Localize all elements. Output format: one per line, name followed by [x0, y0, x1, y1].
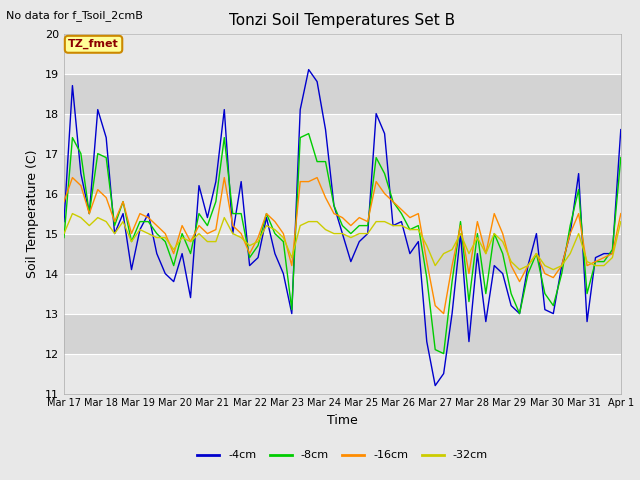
-32cm — [111, 231, 118, 237]
-32cm — [136, 227, 144, 232]
Line: -32cm: -32cm — [64, 214, 621, 270]
-32cm — [583, 259, 591, 264]
-4cm — [617, 127, 625, 132]
-4cm — [127, 267, 135, 273]
Bar — [64, 354, 621, 394]
Bar — [64, 193, 621, 234]
-32cm — [617, 219, 625, 225]
-8cm — [617, 155, 625, 160]
Legend: -4cm, -8cm, -16cm, -32cm: -4cm, -8cm, -16cm, -32cm — [193, 446, 492, 465]
Bar — [64, 154, 621, 193]
-16cm — [617, 211, 625, 216]
-32cm — [60, 231, 68, 237]
-4cm — [102, 135, 110, 141]
-8cm — [583, 291, 591, 297]
-32cm — [490, 231, 498, 237]
Text: TZ_fmet: TZ_fmet — [68, 39, 119, 49]
-16cm — [499, 231, 506, 237]
-16cm — [60, 199, 68, 204]
-16cm — [440, 311, 447, 316]
-16cm — [68, 175, 76, 180]
Bar — [64, 73, 621, 114]
-32cm — [68, 211, 76, 216]
Line: -16cm: -16cm — [64, 178, 621, 313]
-4cm — [322, 127, 330, 132]
Text: No data for f_Tsoil_2cmB: No data for f_Tsoil_2cmB — [6, 10, 143, 21]
-8cm — [60, 235, 68, 240]
Line: -8cm: -8cm — [64, 133, 621, 354]
Title: Tonzi Soil Temperatures Set B: Tonzi Soil Temperatures Set B — [229, 13, 456, 28]
-16cm — [322, 195, 330, 201]
-8cm — [499, 251, 506, 256]
-32cm — [516, 267, 524, 273]
Bar — [64, 274, 621, 313]
-8cm — [102, 155, 110, 160]
-8cm — [127, 239, 135, 244]
-8cm — [440, 351, 447, 357]
-16cm — [296, 179, 304, 184]
-8cm — [288, 307, 296, 312]
-4cm — [499, 271, 506, 276]
-8cm — [322, 159, 330, 165]
Bar — [64, 313, 621, 354]
X-axis label: Time: Time — [327, 414, 358, 427]
-4cm — [305, 67, 312, 72]
-32cm — [322, 227, 330, 232]
-4cm — [431, 383, 439, 388]
Line: -4cm: -4cm — [64, 70, 621, 385]
Bar — [64, 114, 621, 154]
-4cm — [60, 219, 68, 225]
-4cm — [583, 319, 591, 324]
-16cm — [583, 263, 591, 268]
-32cm — [296, 223, 304, 228]
-4cm — [288, 311, 296, 316]
-16cm — [136, 211, 144, 216]
Bar — [64, 34, 621, 73]
-8cm — [305, 131, 312, 136]
Y-axis label: Soil Temperature (C): Soil Temperature (C) — [26, 149, 40, 278]
Bar — [64, 234, 621, 274]
-16cm — [111, 219, 118, 225]
